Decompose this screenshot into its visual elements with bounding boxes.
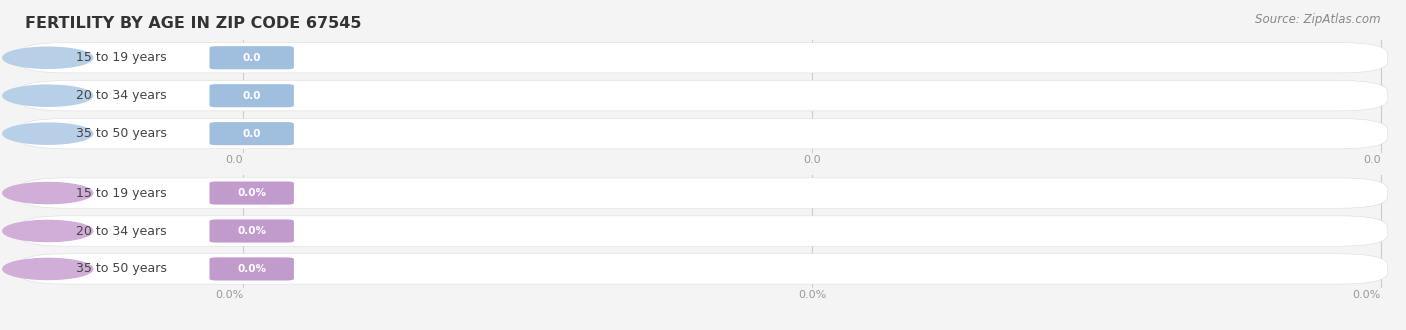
- Text: 15 to 19 years: 15 to 19 years: [76, 51, 166, 64]
- FancyBboxPatch shape: [209, 46, 294, 69]
- FancyBboxPatch shape: [18, 43, 1388, 73]
- FancyBboxPatch shape: [18, 81, 1388, 111]
- Text: Source: ZipAtlas.com: Source: ZipAtlas.com: [1256, 13, 1381, 26]
- FancyBboxPatch shape: [18, 178, 1388, 208]
- Text: 35 to 50 years: 35 to 50 years: [76, 127, 167, 140]
- Circle shape: [3, 85, 93, 106]
- Text: 0.0: 0.0: [242, 129, 262, 139]
- FancyBboxPatch shape: [18, 118, 1388, 149]
- FancyBboxPatch shape: [209, 122, 294, 145]
- FancyBboxPatch shape: [18, 254, 1388, 284]
- Text: FERTILITY BY AGE IN ZIP CODE 67545: FERTILITY BY AGE IN ZIP CODE 67545: [25, 16, 361, 31]
- Text: 35 to 50 years: 35 to 50 years: [76, 262, 167, 276]
- FancyBboxPatch shape: [18, 216, 1388, 246]
- Circle shape: [3, 47, 93, 68]
- Text: 0.0%: 0.0%: [1353, 290, 1381, 300]
- Circle shape: [3, 123, 93, 144]
- Text: 0.0: 0.0: [225, 155, 243, 165]
- Circle shape: [3, 220, 93, 242]
- Text: 0.0%: 0.0%: [238, 188, 266, 198]
- Text: 0.0: 0.0: [803, 155, 821, 165]
- Text: 15 to 19 years: 15 to 19 years: [76, 186, 166, 200]
- Text: 0.0: 0.0: [242, 53, 262, 63]
- FancyBboxPatch shape: [209, 84, 294, 107]
- Circle shape: [3, 182, 93, 204]
- Circle shape: [3, 258, 93, 280]
- Text: 20 to 34 years: 20 to 34 years: [76, 89, 166, 102]
- FancyBboxPatch shape: [209, 182, 294, 205]
- FancyBboxPatch shape: [209, 257, 294, 280]
- Text: 0.0: 0.0: [242, 91, 262, 101]
- Text: 0.0%: 0.0%: [797, 290, 827, 300]
- Text: 0.0%: 0.0%: [238, 264, 266, 274]
- Text: 0.0: 0.0: [1362, 155, 1381, 165]
- Text: 20 to 34 years: 20 to 34 years: [76, 224, 166, 238]
- FancyBboxPatch shape: [209, 219, 294, 243]
- Text: 0.0%: 0.0%: [238, 226, 266, 236]
- Text: 0.0%: 0.0%: [215, 290, 243, 300]
